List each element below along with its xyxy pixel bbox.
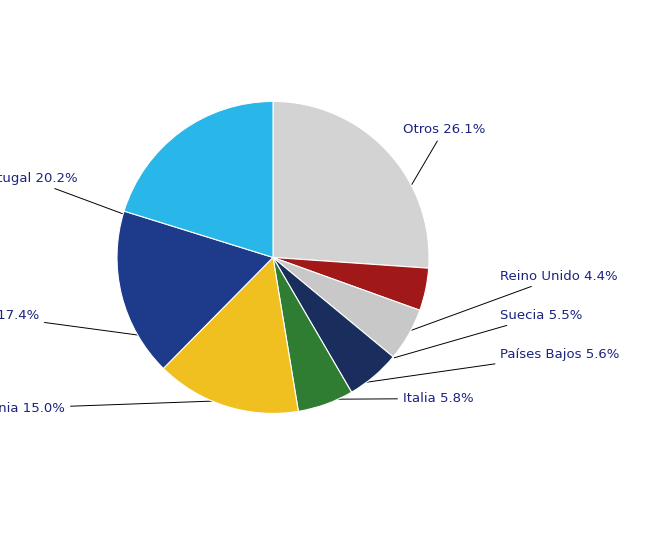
Text: Alemania 15.0%: Alemania 15.0% xyxy=(0,400,229,415)
Text: Francia 17.4%: Francia 17.4% xyxy=(0,309,138,335)
Text: http://www.foro-ciudad.com: http://www.foro-ciudad.com xyxy=(495,535,630,546)
Wedge shape xyxy=(273,101,429,268)
Text: Otros 26.1%: Otros 26.1% xyxy=(374,123,486,249)
Text: Toro - Turistas extranjeros según país - Octubre de 2024: Toro - Turistas extranjeros según país -… xyxy=(120,13,530,29)
Wedge shape xyxy=(273,257,393,392)
Text: Italia 5.8%: Italia 5.8% xyxy=(322,392,474,405)
Wedge shape xyxy=(117,211,273,368)
Wedge shape xyxy=(273,257,352,411)
Wedge shape xyxy=(273,257,428,310)
Wedge shape xyxy=(163,257,298,414)
Wedge shape xyxy=(273,257,420,357)
Wedge shape xyxy=(124,101,273,257)
Text: Reino Unido 4.4%: Reino Unido 4.4% xyxy=(410,270,618,331)
Text: Suecia 5.5%: Suecia 5.5% xyxy=(395,309,583,358)
Text: Portugal 20.2%: Portugal 20.2% xyxy=(0,172,189,239)
Text: Países Bajos 5.6%: Países Bajos 5.6% xyxy=(364,348,620,383)
